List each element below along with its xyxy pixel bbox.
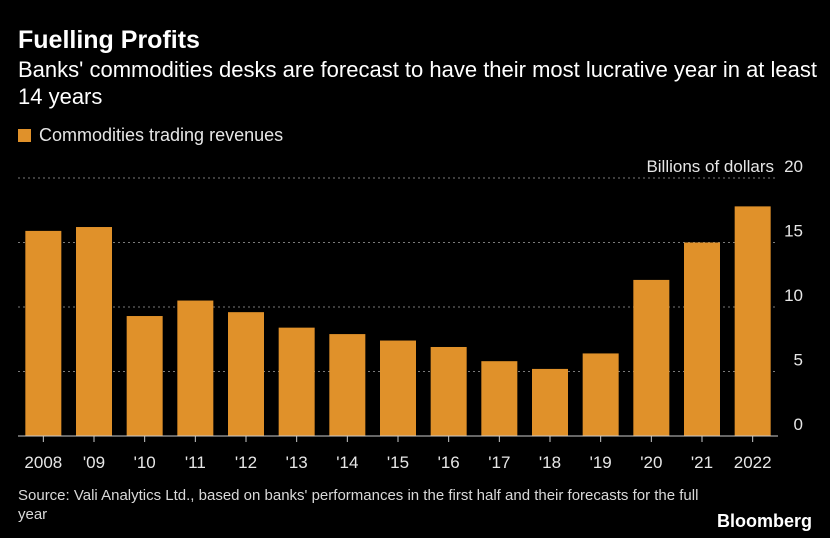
legend-label: Commodities trading revenues <box>39 124 284 145</box>
bar <box>278 327 315 436</box>
source-note: Source: Vali Analytics Ltd., based on ba… <box>18 487 699 523</box>
y-tick-label: 0 <box>794 415 803 434</box>
bloomberg-logo: Bloomberg <box>716 511 812 531</box>
legend-swatch <box>18 128 31 142</box>
bar <box>582 353 619 436</box>
x-tick-label: 2008 <box>24 453 62 472</box>
bar <box>177 300 214 436</box>
bar <box>633 279 670 436</box>
bar <box>430 346 467 436</box>
y-tick-label: 15 <box>784 222 803 241</box>
x-tick-label: '21 <box>691 453 713 472</box>
y-tick-label: 5 <box>794 351 803 370</box>
x-tick-label: '13 <box>286 453 308 472</box>
bar <box>228 312 264 436</box>
x-tick-label: '14 <box>336 453 358 472</box>
bar <box>25 230 62 436</box>
bar <box>329 334 366 436</box>
y-axis-label: Billions of dollars <box>646 157 774 176</box>
bar <box>684 242 720 436</box>
x-tick-label: '09 <box>83 453 105 472</box>
y-tick-label: 10 <box>784 286 803 305</box>
x-tick-label: '16 <box>438 453 460 472</box>
x-tick-label: '19 <box>590 453 612 472</box>
x-tick-label: '12 <box>235 453 257 472</box>
x-tick-label: '11 <box>185 453 206 472</box>
bar <box>481 361 518 436</box>
x-tick-label: '10 <box>134 453 156 472</box>
bar <box>76 227 112 436</box>
x-tick-label: '17 <box>488 453 510 472</box>
bar <box>532 368 568 436</box>
chart-subtitle: Banks' commodities desks are forecast to… <box>18 57 817 109</box>
x-tick-label: '20 <box>640 453 662 472</box>
x-tick-label: '15 <box>387 453 409 472</box>
bar <box>126 316 163 436</box>
bar <box>380 340 416 436</box>
legend: Commodities trading revenues <box>18 124 283 146</box>
chart-title: Fuelling Profits <box>18 26 200 54</box>
x-tick-label: '18 <box>539 453 561 472</box>
y-tick-label: 20 <box>784 157 803 176</box>
x-tick-label: 2022 <box>734 453 772 472</box>
bar <box>734 206 771 436</box>
